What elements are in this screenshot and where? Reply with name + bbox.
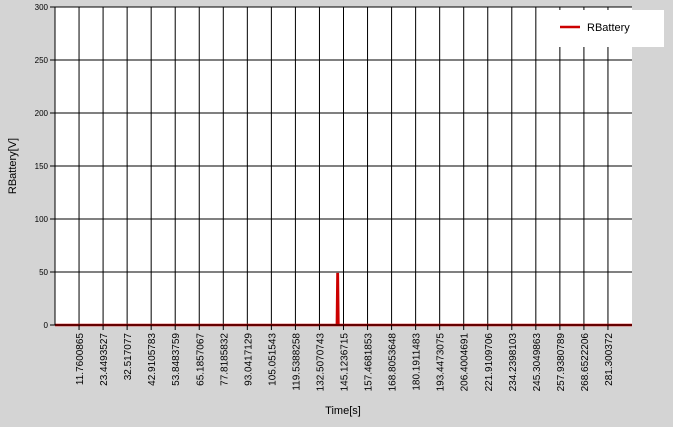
x-tick-label: 180.1911483 <box>412 333 423 391</box>
y-tick-label: 300 <box>35 3 49 12</box>
x-tick-label: 53.8483759 <box>171 333 182 386</box>
y-tick-label: 50 <box>39 268 48 277</box>
x-tick-label: 65.1857067 <box>195 333 206 386</box>
x-tick-label: 245.3049863 <box>532 333 543 392</box>
y-tick-label: 100 <box>35 215 49 224</box>
x-tick-label: 42.9105783 <box>147 333 158 386</box>
y-tick-labels: 0 50 100 150 200 250 300 <box>35 3 55 330</box>
x-gridlines <box>78 7 609 325</box>
x-tick-label: 157.4681853 <box>364 333 375 392</box>
y-axis-label: RBattery[V] <box>7 138 19 194</box>
x-tick-label: 77.8185832 <box>219 333 230 386</box>
x-tick-label: 145.1236715 <box>340 333 351 392</box>
x-tick-label: 234.2398103 <box>508 333 519 392</box>
y-tick-label: 150 <box>35 162 49 171</box>
x-tick-label: 132.5070743 <box>315 333 326 392</box>
x-tick-labels: 11.7600865 23.4493527 32.517077 42.9105783 5… <box>75 325 615 391</box>
x-tick-label: 206.4004691 <box>460 333 471 392</box>
x-tick-label: 221.9109706 <box>484 333 495 392</box>
x-tick-label: 281.300372 <box>604 333 615 386</box>
x-axis-label: Time[s] <box>325 405 361 417</box>
legend-box <box>546 10 664 47</box>
y-tick-label: 0 <box>44 321 49 330</box>
x-tick-label: 257.9380789 <box>556 333 567 392</box>
x-tick-label: 105.051543 <box>267 333 278 386</box>
x-tick-label: 193.4473075 <box>436 333 447 392</box>
y-tick-label: 250 <box>35 56 49 65</box>
x-tick-label: 268.6522206 <box>580 333 591 392</box>
x-tick-label: 32.517077 <box>123 333 134 381</box>
x-tick-label: 168.8053648 <box>388 333 399 392</box>
legend-label: RBattery <box>587 22 630 34</box>
x-tick-label: 23.4493527 <box>99 333 110 386</box>
x-tick-label: 119.5388258 <box>291 333 302 391</box>
y-tick-label: 200 <box>35 109 49 118</box>
x-tick-label: 11.7600865 <box>75 333 86 386</box>
x-tick-label: 93.0417129 <box>243 333 254 386</box>
legend: RBattery <box>546 10 664 47</box>
